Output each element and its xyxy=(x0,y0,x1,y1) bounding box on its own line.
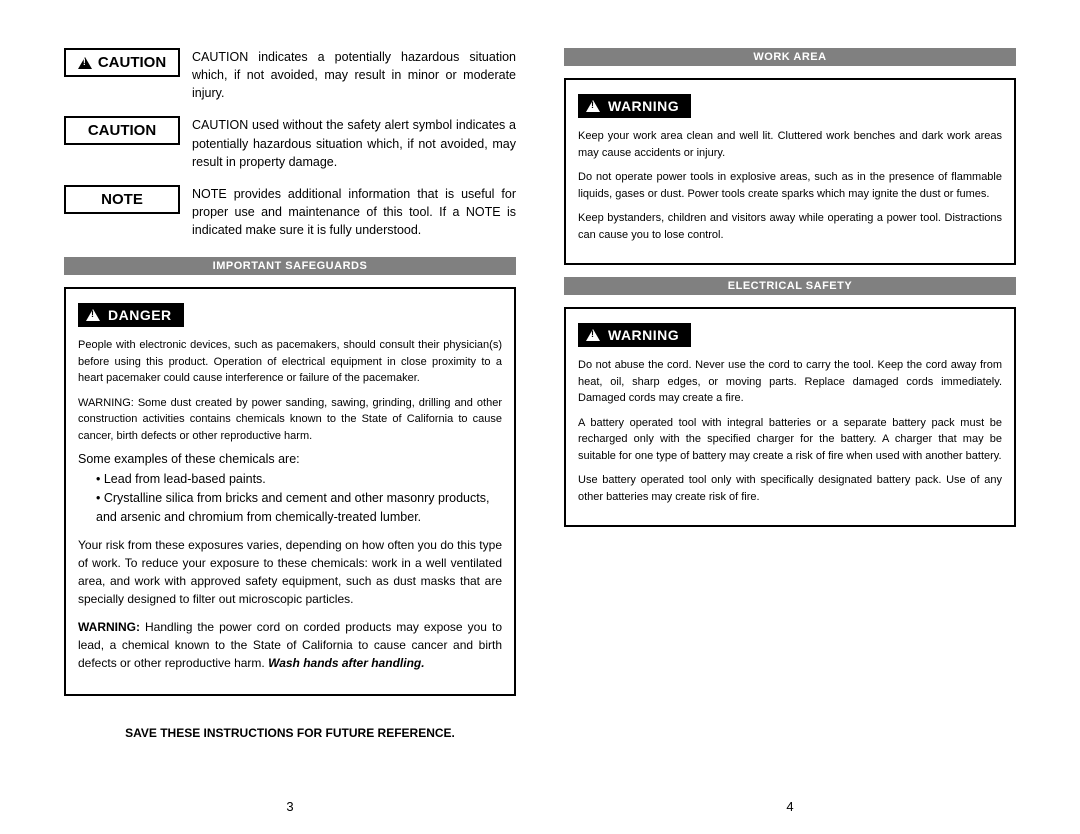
body-paragraph: Your risk from these exposures varies, d… xyxy=(78,536,502,608)
body-paragraph: Keep bystanders, children and visitors a… xyxy=(578,210,1002,243)
definition-row: NOTE NOTE provides additional information… xyxy=(64,185,516,239)
alert-icon xyxy=(586,329,600,341)
body-paragraph: A battery operated tool with integral ba… xyxy=(578,415,1002,465)
warning-badge-1: WARNING xyxy=(578,94,691,118)
examples-list: Lead from lead-based paints.Crystalline … xyxy=(78,470,502,526)
warning-label-1: WARNING xyxy=(608,98,679,114)
definition-label-box: CAUTION xyxy=(64,48,180,77)
definition-label: CAUTION xyxy=(98,54,166,71)
definition-text: CAUTION used without the safety alert sy… xyxy=(192,116,516,170)
definition-label: NOTE xyxy=(101,191,143,208)
warning-label-2: WARNING xyxy=(608,327,679,343)
alert-icon xyxy=(78,57,92,69)
alert-icon xyxy=(586,100,600,112)
example-item: Lead from lead-based paints. xyxy=(96,470,502,489)
body-paragraph: Keep your work area clean and well lit. … xyxy=(578,128,1002,161)
examples-intro: Some examples of these chemicals are: xyxy=(78,452,502,466)
section-bar-electrical: ELECTRICAL SAFETY xyxy=(564,277,1016,295)
warning-badge-2: WARNING xyxy=(578,323,691,347)
section-bar-safeguards: IMPORTANT SAFEGUARDS xyxy=(64,257,516,275)
definition-label-box: NOTE xyxy=(64,185,180,214)
definitions-block: CAUTION CAUTION indicates a potentially h… xyxy=(64,48,516,239)
body-paragraph: Do not operate power tools in explosive … xyxy=(578,169,1002,202)
danger-frame: DANGER People with electronic devices, s… xyxy=(64,287,516,696)
warning-frame-electrical: WARNING Do not abuse the cord. Never use… xyxy=(564,307,1016,527)
section-bar-workarea: WORK AREA xyxy=(564,48,1016,66)
definition-label-box: CAUTION xyxy=(64,116,180,145)
body-paragraph: WARNING: Handling the power cord on cord… xyxy=(78,618,502,672)
danger-badge: DANGER xyxy=(78,303,184,327)
definition-row: CAUTION CAUTION indicates a potentially h… xyxy=(64,48,516,102)
body-paragraph: Use battery operated tool only with spec… xyxy=(578,472,1002,505)
body-paragraph: WARNING: Some dust created by power sand… xyxy=(78,395,502,445)
danger-label: DANGER xyxy=(108,307,172,323)
page-right: WORK AREA WARNING Keep your work area cl… xyxy=(540,48,1040,814)
example-item: Crystalline silica from bricks and cemen… xyxy=(96,489,502,527)
alert-icon xyxy=(86,309,100,321)
examples-block: Some examples of these chemicals are: Le… xyxy=(78,452,502,526)
body-paragraph: Do not abuse the cord. Never use the cor… xyxy=(578,357,1002,407)
page-number-left: 3 xyxy=(64,779,516,814)
definition-label: CAUTION xyxy=(88,122,156,139)
definition-row: CAUTION CAUTION used without the safety a… xyxy=(64,116,516,170)
save-instructions: SAVE THESE INSTRUCTIONS FOR FUTURE REFER… xyxy=(64,726,516,740)
page-left: CAUTION CAUTION indicates a potentially h… xyxy=(40,48,540,814)
page-number-right: 4 xyxy=(564,779,1016,814)
definition-text: CAUTION indicates a potentially hazardou… xyxy=(192,48,516,102)
warning-frame-workarea: WARNING Keep your work area clean and we… xyxy=(564,78,1016,265)
body-paragraph: People with electronic devices, such as … xyxy=(78,337,502,387)
definition-text: NOTE provides additional information tha… xyxy=(192,185,516,239)
